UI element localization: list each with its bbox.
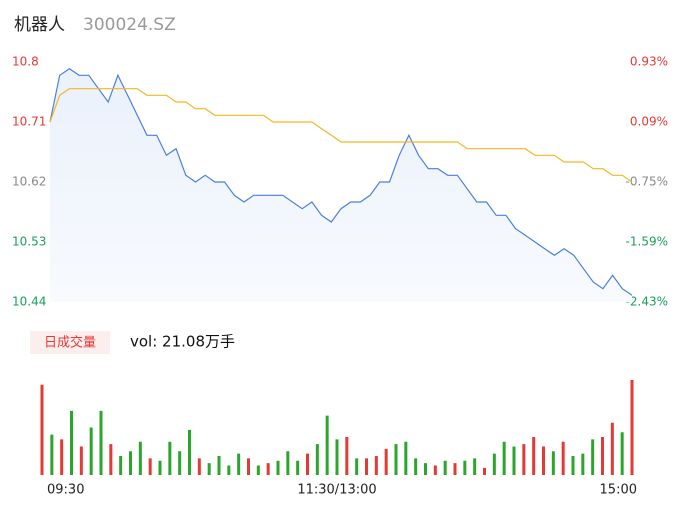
volume-bar (188, 429, 191, 475)
y2-tick-label: -2.43% (626, 295, 668, 309)
volume-bar (571, 456, 575, 475)
y2-tick-label: 0.09% (630, 115, 668, 129)
price-area (50, 68, 632, 302)
volume-bar (483, 467, 486, 475)
volume-bar (522, 444, 526, 475)
y2-tick-label: -1.59% (626, 235, 668, 249)
volume-bar (355, 458, 359, 475)
volume-bar (70, 410, 73, 475)
volume-bar (404, 441, 408, 475)
volume-bar (345, 437, 349, 475)
title: 机器人 (14, 15, 65, 35)
volume-bar (197, 458, 201, 475)
volume-bar (148, 458, 152, 475)
volume-bar (492, 453, 496, 475)
subtitle: 300024.SZ (83, 15, 176, 35)
volume-bar (463, 460, 467, 475)
volume-bar (89, 427, 93, 475)
volume-bar (237, 453, 241, 475)
volume-bar (207, 463, 211, 475)
y-tick-label: 10.62 (12, 175, 46, 189)
volume-bar (247, 458, 250, 475)
volume-bar (306, 453, 309, 475)
volume-bar (256, 465, 260, 475)
volume-bar (542, 446, 545, 475)
volume-label: 日成交量 (44, 335, 96, 351)
x-tick-label: 11:30/13:00 (297, 483, 376, 498)
volume-bar (374, 456, 378, 475)
volume-bar (601, 437, 604, 475)
volume-bar (79, 446, 83, 475)
volume-bar (433, 465, 437, 475)
average-line (49, 88, 633, 183)
volume-bar (40, 384, 44, 475)
volume-bar (119, 456, 123, 475)
volume-bar (266, 463, 270, 475)
volume-bar (276, 460, 280, 475)
y-tick-label: 10.53 (12, 235, 46, 249)
volume-bar (178, 451, 182, 475)
volume-total: vol: 21.08万手 (130, 333, 235, 351)
volume-bar (532, 437, 536, 475)
volume-bar (227, 465, 231, 475)
x-tick-label: 15:00 (600, 483, 637, 498)
volume-bar (129, 451, 132, 475)
y-tick-label: 10.71 (12, 115, 46, 129)
volume-bar (561, 441, 565, 475)
volume-bar (335, 439, 339, 475)
volume-bar (109, 444, 113, 475)
volume-bar (286, 451, 290, 475)
volume-bar (424, 463, 427, 475)
volume-bar (296, 460, 300, 475)
volume-bar (325, 415, 329, 475)
volume-bar (512, 446, 516, 475)
y-tick-label: 10.44 (12, 295, 46, 309)
volume-bar (138, 441, 142, 475)
volume-bar (453, 463, 457, 475)
volume-tag (30, 331, 110, 354)
volume-bar (315, 444, 319, 475)
volume-bar (630, 380, 634, 475)
volume-bar (591, 439, 595, 475)
y2-tick-label: 0.93% (630, 55, 668, 69)
volume-bar (168, 441, 172, 475)
volume-bar (99, 410, 103, 475)
volume-bar (365, 458, 368, 475)
volume-bar (551, 451, 555, 475)
volume-bar (60, 439, 64, 475)
volume-bar (414, 458, 418, 475)
y-tick-label: 10.8 (12, 55, 39, 69)
volume-bar (394, 444, 398, 475)
volume-bar (473, 458, 477, 475)
volume-bar (443, 460, 447, 475)
x-tick-label: 09:30 (47, 483, 84, 498)
volume-bar (384, 448, 388, 475)
volume-bar (158, 460, 162, 475)
y2-tick-label: -0.75% (626, 175, 668, 189)
price-line (49, 67, 633, 296)
volume-bar (502, 441, 506, 475)
volume-bar (581, 453, 585, 475)
volume-bar (217, 456, 221, 475)
volume-bar (50, 434, 54, 475)
volume-bar (610, 422, 614, 475)
volume-bar (620, 432, 624, 475)
